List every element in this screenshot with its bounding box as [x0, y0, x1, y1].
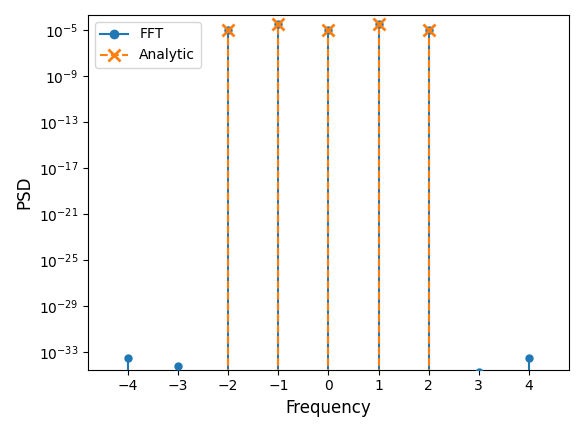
- Legend: FFT, Analytic: FFT, Analytic: [95, 22, 201, 68]
- Y-axis label: PSD: PSD: [15, 176, 33, 209]
- X-axis label: Frequency: Frequency: [286, 399, 371, 417]
